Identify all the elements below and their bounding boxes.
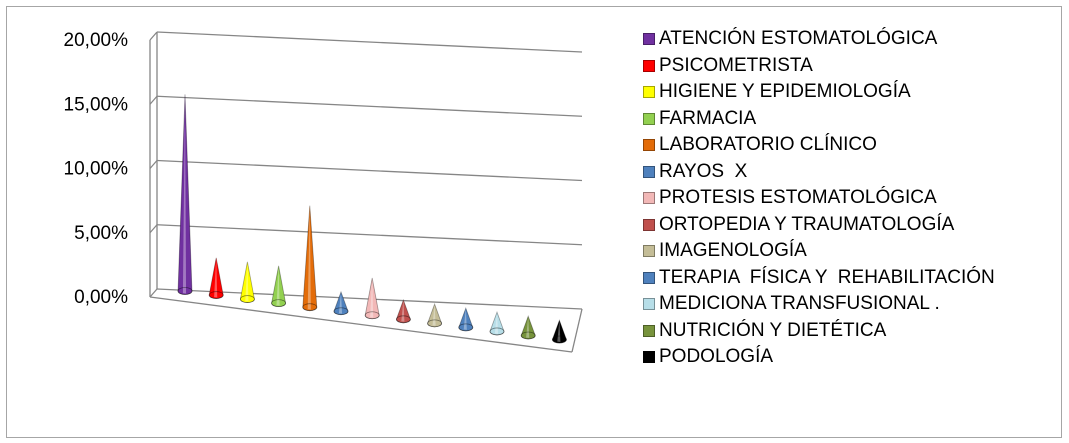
cone-bar bbox=[427, 302, 443, 328]
cone-bar bbox=[364, 277, 380, 320]
y-tick-label: 15,00% bbox=[64, 94, 129, 115]
legend-item: MEDICIONA TRANSFUSIONAL . bbox=[643, 291, 995, 318]
legend-item: PODOLOGÍA bbox=[643, 344, 995, 371]
legend-swatch bbox=[643, 324, 655, 337]
legend-item: FARMACIA bbox=[643, 106, 995, 133]
chart-plot: 0,00% 5,00% 10,00% 15,00% 20,00% bbox=[64, 30, 583, 353]
cone-bar bbox=[271, 265, 287, 308]
y-tick-label: 5,00% bbox=[74, 223, 128, 244]
legend-label: ORTOPEDIA Y TRAUMATOLOGÍA bbox=[659, 213, 955, 235]
legend-swatch bbox=[643, 59, 655, 72]
chart-walls bbox=[149, 31, 583, 353]
chart-frame: 0,00% 5,00% 10,00% 15,00% 20,00% ATENCIÓN ES… bbox=[6, 6, 1062, 438]
y-tick-label: 10,00% bbox=[64, 159, 129, 180]
gridline bbox=[156, 95, 583, 117]
cone-bar bbox=[302, 205, 318, 312]
y-axis-tick-labels: 0,00% 5,00% 10,00% 15,00% 20,00% bbox=[64, 30, 129, 308]
legend-label: PSICOMETRISTA bbox=[659, 54, 813, 76]
legend: ATENCIÓN ESTOMATOLÓGICA PSICOMETRISTA HIGI… bbox=[643, 26, 995, 371]
legend-item: TERAPIA FÍSICA Y REHABILITACIÓN bbox=[643, 265, 995, 292]
side-wall-gridline bbox=[149, 288, 158, 298]
legend-swatch bbox=[643, 33, 655, 46]
cone-bar bbox=[489, 310, 505, 336]
legend-item: PROTESIS ESTOMATOLÓGICA bbox=[643, 185, 995, 212]
legend-item: PSICOMETRISTA bbox=[643, 53, 995, 80]
y-tick-label: 0,00% bbox=[74, 287, 128, 308]
legend-swatch bbox=[643, 165, 655, 178]
side-wall-gridline bbox=[149, 31, 158, 41]
legend-item: RAYOS X bbox=[643, 159, 995, 186]
gridline bbox=[156, 31, 583, 53]
legend-item: LABORATORIO CLÍNICO bbox=[643, 132, 995, 159]
y-tick-label: 20,00% bbox=[64, 30, 129, 51]
cone-bar bbox=[520, 315, 536, 340]
legend-swatch bbox=[643, 245, 655, 258]
legend-label: LABORATORIO CLÍNICO bbox=[659, 134, 877, 156]
chart-cones bbox=[177, 94, 567, 344]
legend-swatch bbox=[643, 139, 655, 152]
legend-item: NUTRICIÓN Y DIETÉTICA bbox=[643, 318, 995, 345]
cone-bar bbox=[177, 94, 193, 295]
legend-label: PODOLOGÍA bbox=[659, 346, 774, 368]
gridline bbox=[156, 224, 583, 246]
legend-swatch bbox=[643, 351, 655, 364]
cone-bar bbox=[458, 306, 474, 332]
legend-label: FARMACIA bbox=[659, 107, 757, 129]
legend-item: IMAGENOLOGÍA bbox=[643, 238, 995, 265]
legend-label: HIGIENE Y EPIDEMIOLOGÍA bbox=[659, 81, 911, 103]
legend-swatch bbox=[643, 298, 655, 311]
cone-bar bbox=[239, 261, 255, 303]
legend-label: TERAPIA FÍSICA Y REHABILITACIÓN bbox=[659, 266, 995, 288]
legend-item: ORTOPEDIA Y TRAUMATOLOGÍA bbox=[643, 212, 995, 239]
legend-swatch bbox=[643, 218, 655, 231]
legend-item: HIGIENE Y EPIDEMIOLOGÍA bbox=[643, 79, 995, 106]
legend-label: IMAGENOLOGÍA bbox=[659, 240, 807, 262]
floor-front-edge bbox=[149, 296, 573, 353]
legend-label: RAYOS X bbox=[659, 160, 748, 182]
legend-swatch bbox=[643, 271, 655, 284]
gridline bbox=[156, 159, 583, 182]
floor-right-edge bbox=[571, 308, 583, 353]
side-wall-gridline bbox=[149, 224, 158, 234]
legend-item: ATENCIÓN ESTOMATOLÓGICA bbox=[643, 26, 995, 53]
cone-bar bbox=[208, 257, 224, 299]
cone-bar bbox=[551, 319, 567, 344]
cone-bar bbox=[333, 290, 349, 316]
cone-bar bbox=[395, 298, 411, 324]
side-wall-gridline bbox=[149, 160, 158, 169]
legend-label: NUTRICIÓN Y DIETÉTICA bbox=[659, 319, 887, 341]
legend-label: PROTESIS ESTOMATOLÓGICA bbox=[659, 187, 937, 209]
legend-label: ATENCIÓN ESTOMATOLÓGICA bbox=[659, 28, 938, 50]
side-wall-gridline bbox=[149, 95, 158, 105]
legend-swatch bbox=[643, 86, 655, 99]
legend-swatch bbox=[643, 112, 655, 125]
legend-swatch bbox=[643, 192, 655, 205]
legend-label: MEDICIONA TRANSFUSIONAL . bbox=[659, 293, 940, 315]
